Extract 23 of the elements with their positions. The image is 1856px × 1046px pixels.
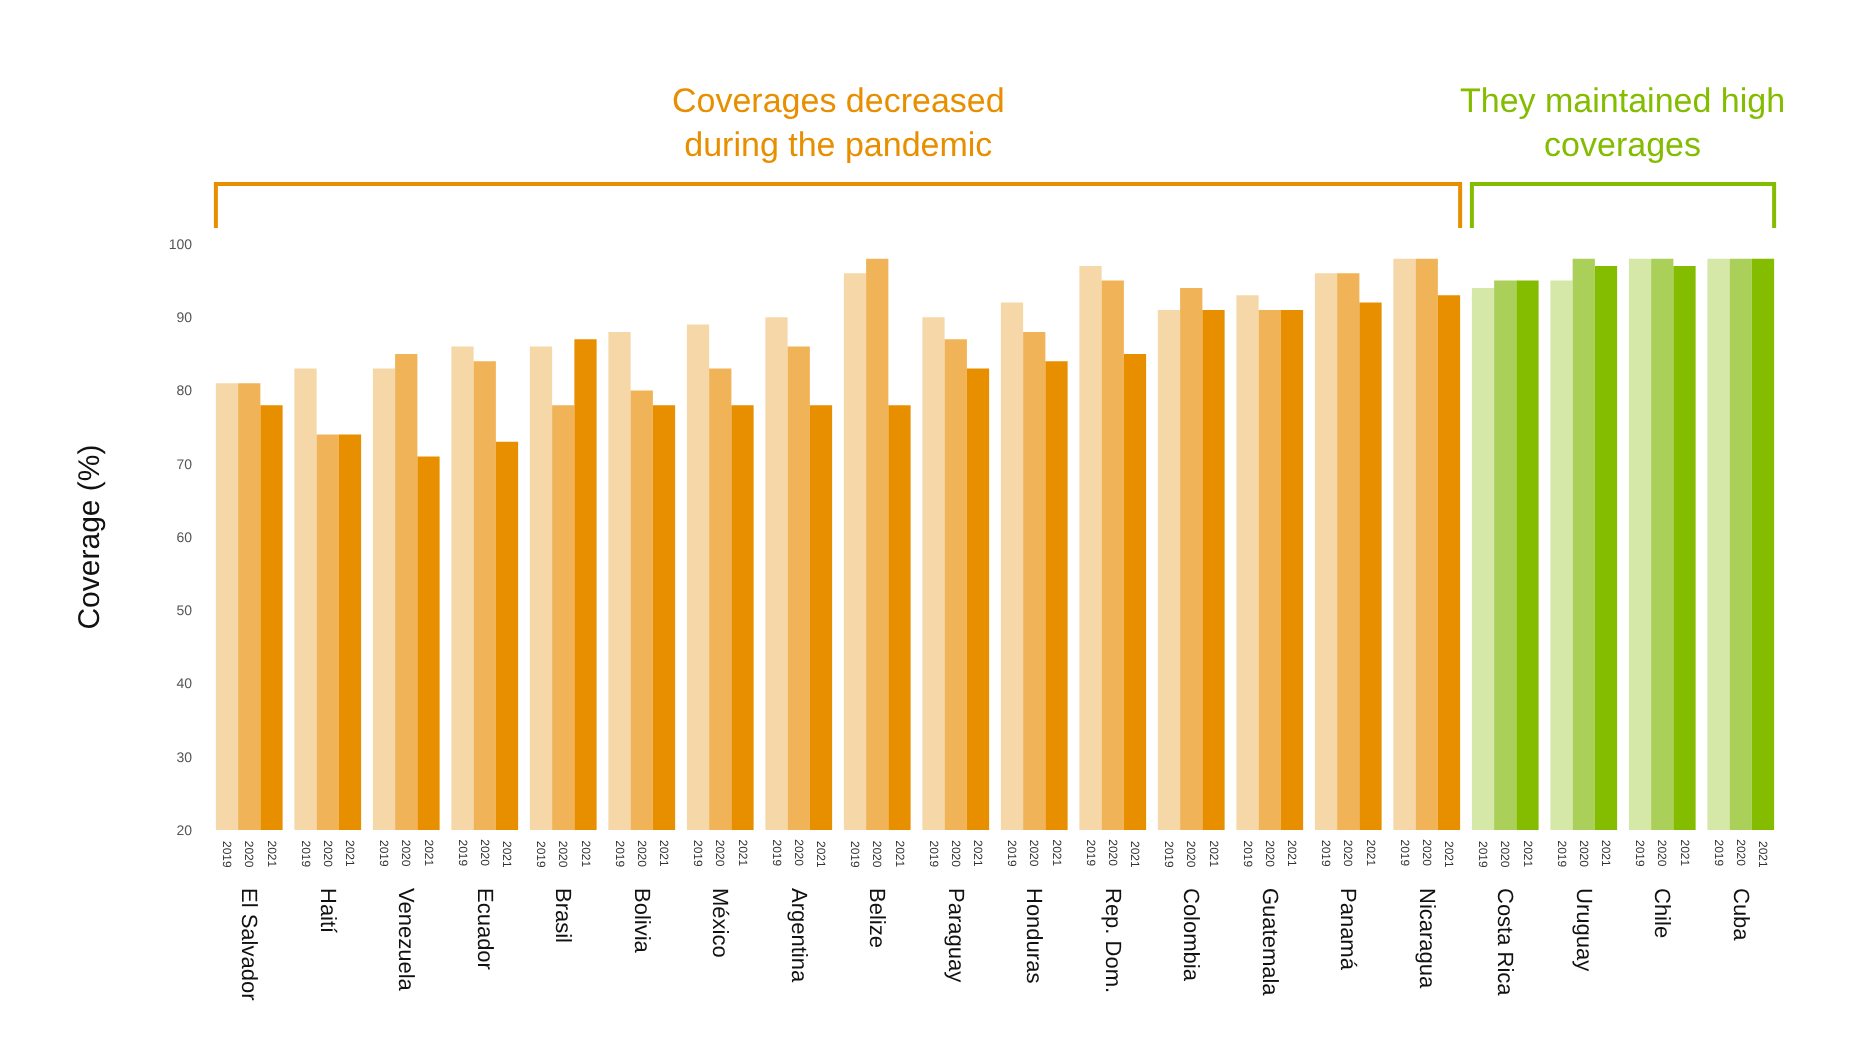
x-tick-label: Bolivia <box>628 888 653 955</box>
x-tick-label: Uruguay <box>1570 888 1595 973</box>
y-axis-title: Coverage (%) <box>73 444 108 630</box>
x-tick-label: Panamá <box>1335 888 1360 972</box>
x-tick-label: Venezuela <box>393 888 418 993</box>
x-tick-label: Belize <box>864 888 889 948</box>
x-tick-label: Rep. Dom. <box>1099 888 1124 994</box>
x-tick-label: Honduras <box>1021 888 1046 985</box>
text: Coverages decreased during the pandemic <box>672 82 1005 165</box>
x-tick-label: Haití <box>314 888 339 936</box>
x-tick-label: Cuba <box>1727 888 1752 943</box>
x-tick-label: Guatemala <box>1256 888 1281 998</box>
x-tick-label: Chile <box>1649 888 1674 939</box>
x-tick-label: El Salvador <box>236 888 261 1002</box>
x-tick-label: Paraguay <box>942 888 967 984</box>
text: They maintained high coverages <box>1460 82 1786 165</box>
x-tick-label: Ecuador <box>471 888 496 971</box>
x-tick-label: México <box>707 888 732 958</box>
x-tick-label: Costa Rica <box>1492 888 1517 998</box>
x-tick-label: Nicaragua <box>1413 888 1438 991</box>
x-tick-label: Brasil <box>550 888 575 944</box>
x-tick-label: Colombia <box>1178 888 1203 983</box>
x-tick-label: Argentina <box>785 888 810 984</box>
